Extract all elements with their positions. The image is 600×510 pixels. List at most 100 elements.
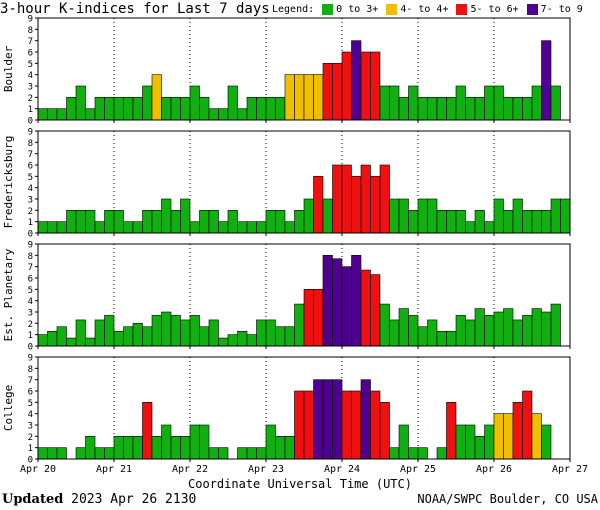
k-bar	[256, 447, 267, 460]
y-tick-label: 8	[28, 365, 33, 375]
k-bar	[275, 326, 286, 347]
k-bar	[389, 319, 400, 347]
k-bar	[284, 221, 295, 234]
k-bar	[512, 402, 523, 460]
y-tick-label: 4	[28, 410, 33, 420]
k-bar	[493, 85, 504, 121]
y-tick-label: 5	[28, 173, 33, 183]
k-bar	[503, 210, 514, 234]
k-bar	[512, 198, 523, 234]
k-bar	[237, 330, 248, 347]
k-bar	[189, 221, 200, 234]
legend-swatch-green	[322, 4, 334, 15]
k-bar	[37, 221, 48, 234]
y-tick-label: 3	[28, 83, 33, 93]
k-bar	[37, 108, 48, 121]
k-bar	[303, 198, 314, 234]
k-bar	[180, 97, 191, 121]
k-bar	[303, 74, 314, 121]
k-bar	[303, 289, 314, 347]
k-bar	[265, 97, 276, 121]
k-bar	[161, 198, 172, 234]
k-bar	[446, 402, 457, 460]
k-bar	[275, 97, 286, 121]
k-bar	[322, 198, 333, 234]
k-bar	[455, 315, 466, 347]
k-bar	[37, 334, 48, 347]
k-bar	[151, 210, 162, 234]
panel-frame	[37, 17, 571, 121]
k-bar	[408, 210, 419, 234]
k-bar	[94, 97, 105, 121]
station-label: Fredericksburg	[2, 136, 15, 229]
k-bar	[417, 97, 428, 121]
k-bar	[531, 85, 542, 121]
y-tick-label: 7	[28, 376, 33, 386]
y-tick-label: 9	[28, 241, 33, 251]
k-bar	[436, 330, 447, 347]
y-tick-label: 0	[28, 230, 33, 240]
k-bar	[436, 447, 447, 460]
k-bar	[237, 447, 248, 460]
y-tick-label: 0	[28, 343, 33, 353]
y-tick-label: 0	[28, 117, 33, 127]
k-bar	[455, 210, 466, 234]
k-bar	[512, 97, 523, 121]
k-bar	[237, 108, 248, 121]
k-bar	[94, 221, 105, 234]
k-bar	[503, 308, 514, 347]
k-bar	[94, 447, 105, 460]
k-bar	[322, 63, 333, 121]
k-bar	[275, 210, 286, 234]
k-bar	[56, 221, 67, 234]
legend-swatch-red	[456, 4, 468, 15]
k-bar	[379, 402, 390, 460]
chart-title: 3-hour K-indices for Last 7 days	[0, 1, 270, 17]
k-bar	[294, 390, 305, 460]
k-bar	[75, 210, 86, 234]
panel-frame	[37, 356, 571, 460]
k-bar	[199, 424, 210, 460]
k-bar	[47, 108, 58, 121]
k-bar	[113, 97, 124, 121]
k-bar	[265, 210, 276, 234]
k-bar	[389, 198, 400, 234]
k-bar	[123, 436, 134, 460]
k-bar	[465, 424, 476, 460]
k-bar	[94, 319, 105, 347]
station-label: College	[2, 385, 15, 431]
k-bar	[66, 337, 77, 347]
k-bar	[493, 311, 504, 347]
y-tick-label: 4	[28, 184, 33, 194]
k-bar	[332, 164, 343, 234]
k-bar	[37, 447, 48, 460]
k-bar	[541, 40, 552, 121]
k-bar	[341, 164, 352, 234]
k-bar	[142, 402, 153, 460]
k-bar	[199, 97, 210, 121]
k-bar	[256, 97, 267, 121]
y-tick-label: 6	[28, 49, 33, 59]
k-bar	[313, 74, 324, 121]
x-tick-label: Apr 20	[20, 464, 56, 475]
k-bar	[113, 436, 124, 460]
k-bar	[313, 176, 324, 234]
k-bar	[522, 315, 533, 347]
k-bar	[303, 390, 314, 460]
y-tick-label: 7	[28, 263, 33, 273]
k-bar	[408, 447, 419, 460]
k-bar	[170, 315, 181, 347]
x-tick-label: Apr 27	[552, 464, 588, 475]
k-bar	[332, 258, 343, 347]
k-bar	[132, 436, 143, 460]
k-bar	[465, 221, 476, 234]
k-bar	[56, 108, 67, 121]
k-bar	[370, 390, 381, 460]
k-bar	[161, 311, 172, 347]
k-bar	[275, 436, 286, 460]
k-bar	[322, 379, 333, 460]
k-bar	[408, 315, 419, 347]
legend: Legend: 0 to 3+ 4- to 4+ 5- to 6+ 7- to …	[272, 4, 586, 15]
k-bar	[370, 176, 381, 234]
k-bar	[360, 379, 371, 460]
